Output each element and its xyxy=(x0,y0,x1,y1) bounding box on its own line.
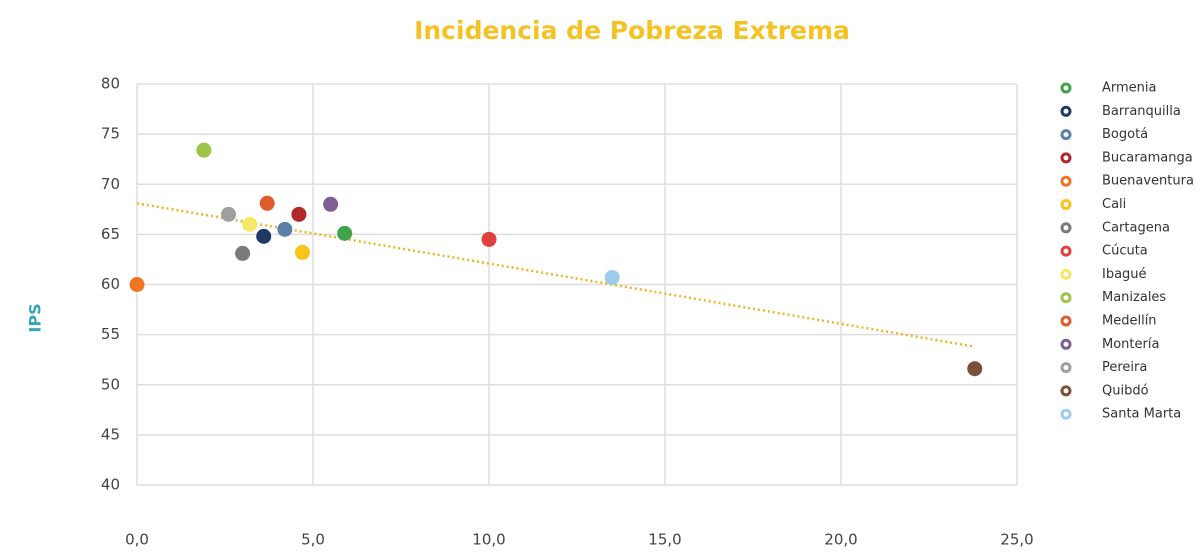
legend-marker xyxy=(1060,292,1072,304)
legend-marker xyxy=(1060,152,1072,164)
x-tick-label: 20,0 xyxy=(824,531,857,549)
point xyxy=(294,244,310,260)
point xyxy=(196,142,212,158)
legend-marker xyxy=(1060,222,1072,234)
point xyxy=(337,225,353,241)
x-tick-label: 0,0 xyxy=(125,531,149,549)
legend-label: Medellín xyxy=(1102,314,1157,329)
legend-marker xyxy=(1060,268,1072,280)
y-tick-label: 50 xyxy=(101,375,120,393)
point xyxy=(129,277,145,292)
x-tick-label: 15,0 xyxy=(648,531,681,549)
y-tick-label: 40 xyxy=(101,476,120,494)
legend-label: Bucaramanga xyxy=(1102,150,1193,165)
legend-marker xyxy=(1060,362,1072,374)
y-tick-label: 80 xyxy=(101,75,120,93)
x-tick-label: 25,0 xyxy=(1000,531,1033,549)
legend-label: Barranquilla xyxy=(1102,104,1181,119)
x-tick-label: 10,0 xyxy=(472,531,505,549)
y-axis-label: IPS xyxy=(26,303,45,332)
y-tick-label: 65 xyxy=(101,225,120,243)
legend-label: Pereira xyxy=(1102,360,1147,375)
legend-marker xyxy=(1060,82,1072,94)
y-tick-label: 70 xyxy=(101,175,120,193)
legend-marker xyxy=(1060,199,1072,210)
point xyxy=(259,195,275,211)
point xyxy=(481,231,497,247)
point xyxy=(604,269,620,285)
y-tick-label: 60 xyxy=(101,275,120,293)
point xyxy=(256,228,272,244)
y-tick-label: 45 xyxy=(101,425,120,443)
legend-marker xyxy=(1060,175,1072,187)
point xyxy=(323,196,339,212)
legend-label: Ibagué xyxy=(1102,267,1147,282)
point xyxy=(221,206,237,222)
legend-label: Buenaventura xyxy=(1102,174,1194,189)
chart-title: Incidencia de Pobreza Extrema xyxy=(414,16,850,45)
legend-label: Santa Marta xyxy=(1102,407,1181,422)
legend-marker xyxy=(1060,129,1072,141)
point xyxy=(235,245,251,261)
legend-label: Cúcuta xyxy=(1102,244,1148,259)
legend-label: Bogotá xyxy=(1102,127,1148,142)
y-tick-label: 75 xyxy=(101,125,120,143)
legend-marker xyxy=(1060,245,1072,257)
legend-marker xyxy=(1060,338,1072,350)
x-tick-label: 5,0 xyxy=(301,531,325,549)
y-tick-label: 55 xyxy=(101,325,120,343)
legend-label: Cali xyxy=(1102,197,1126,212)
legend-label: Manizales xyxy=(1102,290,1166,305)
legend-label: Montería xyxy=(1102,337,1159,352)
legend-label: Cartagena xyxy=(1102,220,1170,235)
legend-label: Quibdó xyxy=(1102,383,1149,398)
legend-label: Armenia xyxy=(1102,81,1157,96)
legend-marker xyxy=(1060,105,1072,117)
trendline xyxy=(136,202,975,348)
legend-marker xyxy=(1060,315,1072,327)
point xyxy=(291,206,307,222)
point xyxy=(242,216,258,232)
legend-marker xyxy=(1060,408,1072,420)
point xyxy=(277,221,293,237)
legend-marker xyxy=(1060,385,1072,397)
point xyxy=(967,361,983,377)
